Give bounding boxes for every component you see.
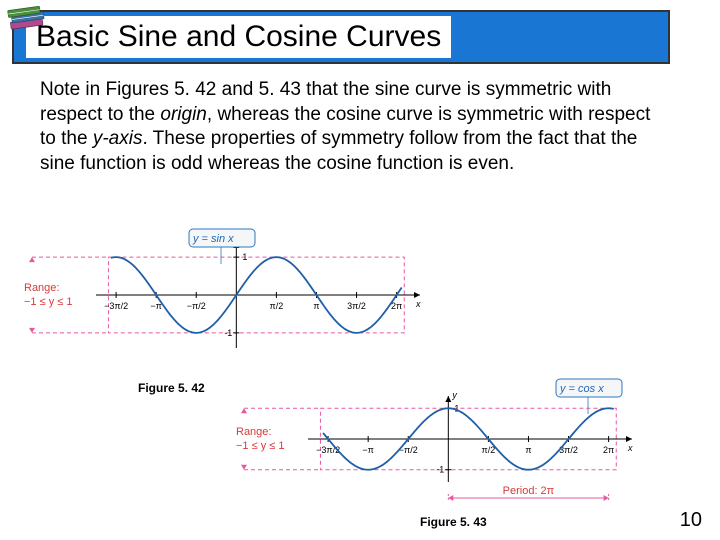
page-title: Basic Sine and Cosine Curves — [26, 16, 451, 58]
svg-text:Range:: Range: — [236, 426, 271, 438]
title-bar: Basic Sine and Cosine Curves — [12, 10, 670, 64]
svg-text:1: 1 — [454, 403, 459, 413]
svg-text:3π/2: 3π/2 — [347, 301, 366, 311]
body-paragraph: Note in Figures 5. 42 and 5. 43 that the… — [40, 78, 670, 177]
sine-plot: Range:−1 ≤ y ≤ 1yx−3π/2−π−π/2π/2π3π/22π1… — [18, 224, 438, 374]
svg-text:Period: 2π: Period: 2π — [503, 485, 555, 497]
svg-text:2π: 2π — [391, 301, 402, 311]
svg-text:y = sin x: y = sin x — [192, 233, 234, 245]
svg-text:-1: -1 — [224, 328, 232, 338]
svg-text:x: x — [627, 443, 633, 453]
svg-text:2π: 2π — [603, 445, 614, 455]
svg-text:x: x — [415, 299, 421, 309]
svg-text:−1 ≤ y ≤ 1: −1 ≤ y ≤ 1 — [24, 296, 72, 308]
figure-cosine: Range:−1 ≤ y ≤ 1yx−3π/2−π−π/2π/2π3π/22π1… — [230, 378, 650, 529]
svg-text:-1: -1 — [436, 465, 444, 475]
books-icon — [6, 4, 48, 39]
svg-text:−3π/2: −3π/2 — [104, 301, 128, 311]
svg-text:π/2: π/2 — [482, 445, 496, 455]
svg-text:y: y — [451, 390, 457, 400]
page-number: 10 — [680, 509, 702, 532]
svg-text:1: 1 — [242, 252, 247, 262]
cosine-plot: Range:−1 ≤ y ≤ 1yx−3π/2−π−π/2π/2π3π/22π1… — [230, 378, 650, 508]
svg-text:y = cos x: y = cos x — [559, 383, 604, 395]
svg-text:−π/2: −π/2 — [187, 301, 206, 311]
svg-text:−1 ≤ y ≤ 1: −1 ≤ y ≤ 1 — [236, 440, 284, 452]
figure-cosine-caption: Figure 5. 43 — [420, 515, 650, 529]
svg-text:π: π — [313, 301, 319, 311]
svg-text:π/2: π/2 — [270, 301, 284, 311]
figure-sine: Range:−1 ≤ y ≤ 1yx−3π/2−π−π/2π/2π3π/22π1… — [18, 224, 438, 395]
svg-text:π: π — [525, 445, 531, 455]
svg-text:Range:: Range: — [24, 282, 59, 294]
svg-text:−π: −π — [362, 445, 373, 455]
